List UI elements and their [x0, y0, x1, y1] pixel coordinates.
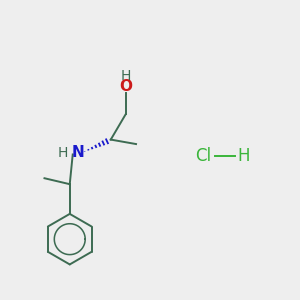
- Text: O: O: [119, 79, 132, 94]
- Text: H: H: [237, 147, 250, 165]
- Text: H: H: [120, 69, 131, 83]
- Text: Cl: Cl: [195, 147, 212, 165]
- Text: H: H: [57, 146, 68, 160]
- Text: N: N: [72, 146, 84, 160]
